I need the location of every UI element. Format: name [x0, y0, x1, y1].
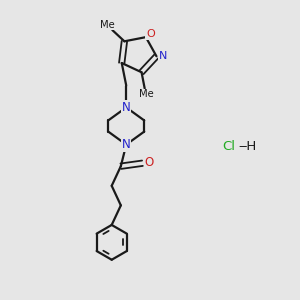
Text: O: O	[146, 29, 155, 39]
Text: Me: Me	[100, 20, 115, 30]
Text: Cl: Cl	[222, 140, 235, 154]
Text: N: N	[122, 101, 130, 114]
Text: ‒H: ‒H	[238, 140, 257, 154]
Text: Me: Me	[139, 89, 154, 100]
Text: N: N	[122, 138, 130, 151]
Text: O: O	[144, 156, 154, 169]
Text: N: N	[159, 51, 167, 61]
